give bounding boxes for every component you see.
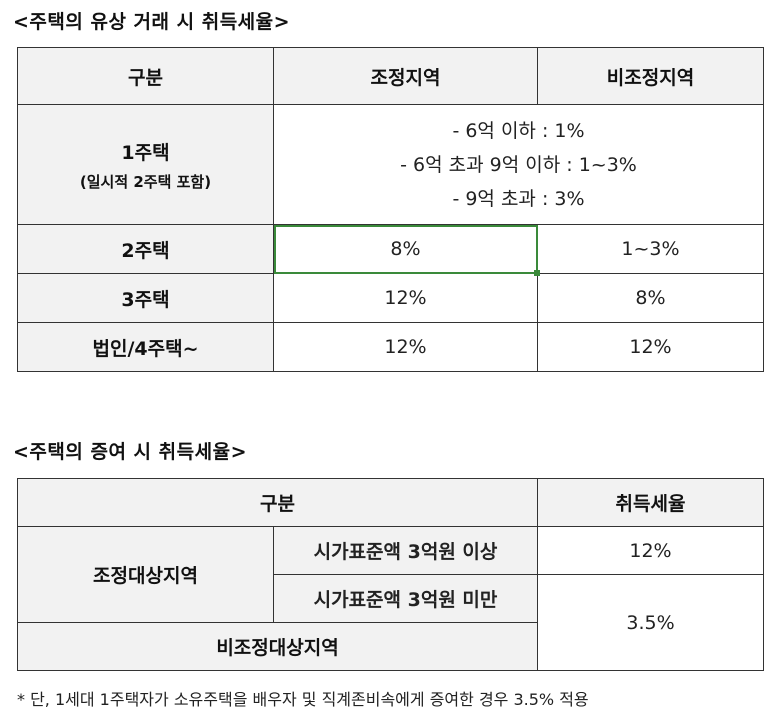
- table-row: 시가표준액 3억원 미만 3.5%: [18, 574, 764, 671]
- footnote: * 단, 1세대 1주택자가 소유주택을 배우자 및 직계존비속에게 증여한 경…: [17, 690, 589, 709]
- table-row: 조정대상지역 시가표준액 3억원 이상 12%: [17, 526, 764, 623]
- row-label-one-house: 1주택 (일시적 2주택 포함): [17, 104, 274, 225]
- table-row: 1주택 (일시적 2주택 포함) - 6억 이하 : 1% - 6억 초과 9억…: [17, 104, 764, 225]
- two-houses-non-adjusted-cell[interactable]: 1~3%: [537, 224, 764, 274]
- non-adjusted-area-label: 비조정대상지역: [17, 622, 538, 671]
- table-row: 비조정대상지역: [17, 622, 764, 671]
- two-houses-adjusted-cell[interactable]: 8%: [273, 224, 541, 277]
- corporate-adjusted-cell[interactable]: 12%: [273, 322, 538, 372]
- header-category: 구분: [17, 47, 274, 105]
- over-300m-rate-cell[interactable]: 12%: [537, 526, 764, 575]
- three-houses-non-adjusted-cell[interactable]: 8%: [537, 273, 764, 323]
- gift-tax-title: <주택의 증여 시 취득세율>: [13, 441, 247, 463]
- table-header-row: 구분 취득세율: [17, 478, 764, 527]
- three-houses-adjusted-cell[interactable]: 12%: [273, 273, 538, 323]
- under-300m-rate-cell[interactable]: 3.5%: [537, 574, 764, 671]
- header-tax-rate: 취득세율: [537, 478, 764, 527]
- row-label-three-houses: 3주택: [17, 273, 274, 323]
- rate-line: - 9억 초과 : 3%: [452, 187, 585, 210]
- header-category: 구분: [17, 478, 538, 527]
- purchase-tax-title: <주택의 유상 거래 시 취득세율>: [13, 11, 291, 33]
- over-300m-label: 시가표준액 3억원 이상: [273, 526, 538, 575]
- rate-line: - 6억 초과 9억 이하 : 1~3%: [400, 153, 637, 176]
- header-non-adjusted-area: 비조정지역: [537, 47, 764, 105]
- table-row: 3주택 12% 8%: [17, 273, 764, 323]
- one-house-rate-cell[interactable]: - 6억 이하 : 1% - 6억 초과 9억 이하 : 1~3% - 9억 초…: [273, 104, 764, 225]
- purchase-tax-table: 구분 조정지역 비조정지역 1주택 (일시적 2주택 포함) - 6억 이하 :…: [17, 47, 764, 372]
- table-row: 2주택 8% 1~3%: [17, 224, 764, 277]
- row-label-corporate: 법인/4주택~: [17, 322, 274, 372]
- table-row: 법인/4주택~ 12% 12%: [17, 322, 764, 372]
- adjusted-area-label: 조정대상지역: [17, 526, 274, 623]
- header-adjusted-area: 조정지역: [273, 47, 538, 105]
- corporate-non-adjusted-cell[interactable]: 12%: [537, 322, 764, 372]
- under-300m-label: 시가표준액 3억원 미만: [273, 574, 538, 623]
- row-sublabel: (일시적 2주택 포함): [79, 172, 212, 191]
- table-header-row: 구분 조정지역 비조정지역: [17, 47, 764, 105]
- row-label-text: 1주택: [121, 141, 170, 164]
- rate-line: - 6억 이하 : 1%: [452, 119, 585, 142]
- gift-tax-table: 구분 취득세율 조정대상지역 시가표준액 3억원 이상 12% 시가표준액 3억…: [17, 478, 764, 671]
- row-label-two-houses: 2주택: [17, 224, 274, 274]
